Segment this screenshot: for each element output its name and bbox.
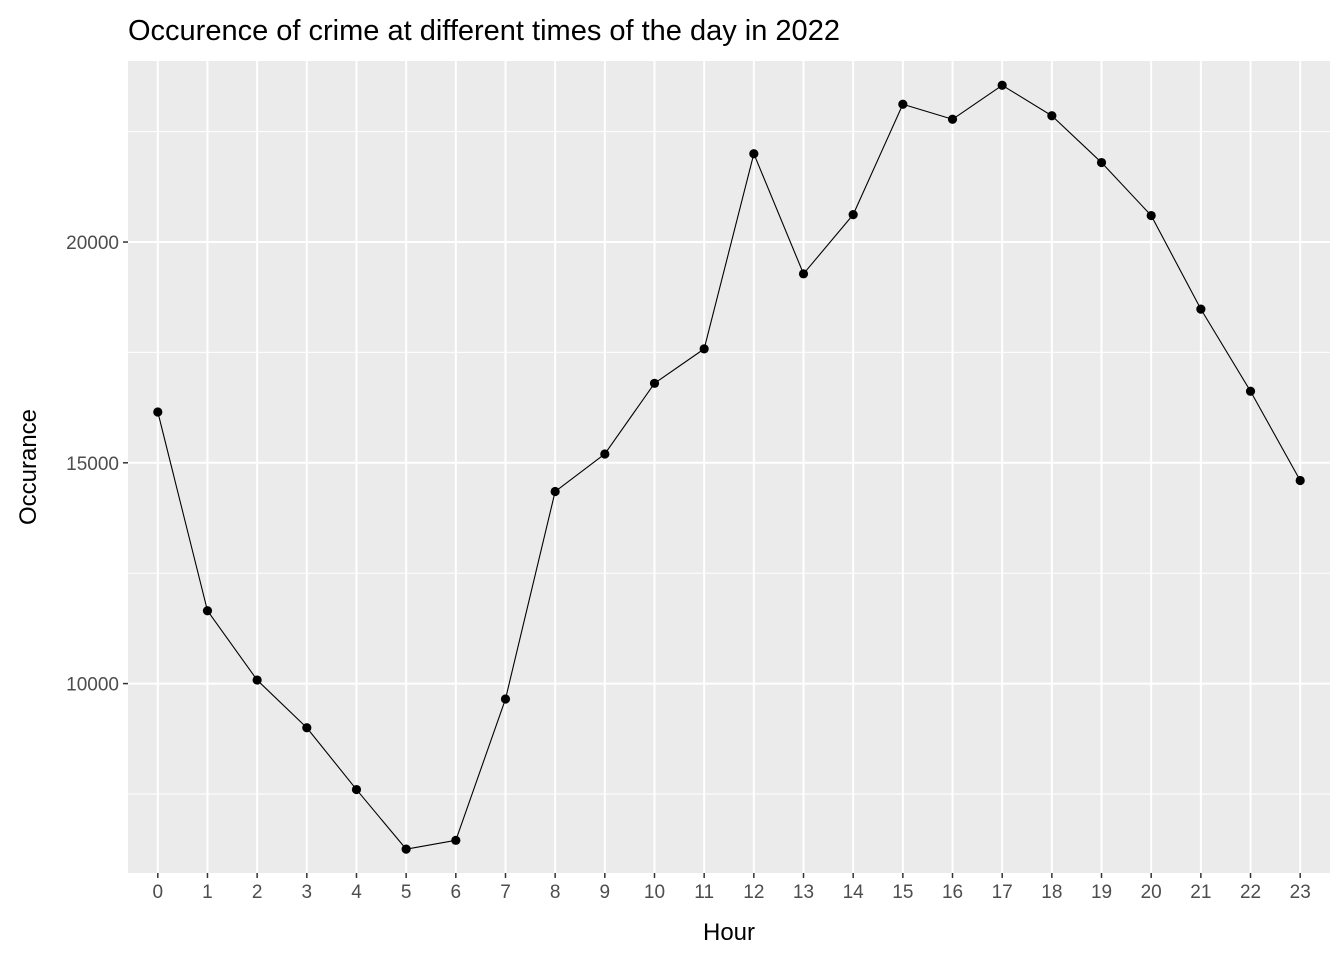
data-point — [1196, 304, 1206, 314]
data-point — [1096, 157, 1107, 168]
x-tick-label: 4 — [351, 882, 362, 903]
y-axis-title: Occurance — [15, 409, 42, 525]
x-tick-label: 18 — [1041, 882, 1062, 903]
x-tick-label: 19 — [1091, 882, 1112, 903]
data-point — [1047, 111, 1057, 121]
x-tick-label: 2 — [252, 882, 263, 903]
x-tick-label: 20 — [1141, 882, 1162, 903]
x-tick-label: 13 — [793, 882, 814, 903]
data-point — [351, 784, 362, 795]
data-point — [848, 210, 858, 220]
series-line-segment — [207, 610, 258, 681]
x-tick-label: 21 — [1190, 882, 1211, 903]
data-point — [401, 844, 411, 854]
series-line-segment — [604, 383, 655, 455]
x-axis-title: Hour — [703, 919, 755, 946]
series-line-segment — [753, 153, 805, 275]
data-point — [1245, 386, 1256, 396]
series-layer — [157, 84, 1301, 850]
x-tick-label: 12 — [743, 882, 764, 903]
data-points — [153, 80, 1305, 854]
series-line-segment — [406, 839, 456, 850]
series-line-segment — [455, 698, 507, 841]
series-line-segment — [803, 214, 854, 275]
x-tick-label: 9 — [600, 882, 611, 903]
x-tick-label: 15 — [892, 882, 913, 903]
x-tick-label: 23 — [1290, 882, 1311, 903]
series-line-segment — [952, 84, 1003, 120]
data-point — [302, 723, 312, 733]
series-line-segment — [852, 104, 904, 215]
series-line-segment — [256, 679, 308, 729]
data-point — [699, 344, 709, 354]
series-line-segment — [1200, 308, 1251, 392]
major-gridlines — [128, 61, 1330, 873]
data-point — [500, 694, 511, 704]
y-axis-ticks: 10000 15000 20000 — [66, 233, 128, 696]
data-point — [947, 114, 958, 124]
y-tick-label: 10000 — [66, 675, 119, 696]
series-line-segment — [504, 491, 556, 700]
data-point — [252, 675, 262, 685]
series-line-segment — [1051, 115, 1102, 163]
data-point — [202, 606, 213, 616]
x-tick-label: 11 — [694, 882, 714, 903]
series-line-segment — [1101, 162, 1152, 216]
data-point — [1146, 210, 1156, 221]
data-point — [550, 486, 560, 497]
data-point — [798, 269, 809, 279]
series-line-segment — [902, 103, 953, 120]
data-point — [153, 407, 163, 417]
x-tick-label: 3 — [302, 882, 313, 903]
data-point — [1295, 475, 1305, 486]
series-line-segment — [703, 153, 755, 350]
series-line-segment — [356, 789, 407, 850]
plot-panel — [128, 61, 1330, 873]
data-point — [451, 835, 461, 845]
x-tick-label: 22 — [1240, 882, 1261, 903]
data-point — [898, 99, 908, 109]
x-tick-label: 1 — [202, 882, 213, 903]
data-point — [997, 80, 1007, 90]
x-tick-label: 8 — [550, 882, 561, 903]
x-tick-label: 17 — [992, 882, 1013, 903]
x-tick-label: 10 — [644, 882, 665, 903]
series-line-segment — [1001, 84, 1053, 117]
x-tick-label: 6 — [451, 882, 462, 903]
series-line-segment — [1150, 215, 1202, 310]
x-tick-label: 5 — [401, 882, 412, 903]
series-line-segment — [1250, 391, 1301, 481]
series-line-segment — [306, 727, 357, 790]
x-tick-label: 14 — [843, 882, 865, 903]
x-tick-label: 0 — [153, 882, 164, 903]
x-axis-ticks: 0 1 2 3 4 5 6 7 8 9 10 11 12 13 14 15 16 17 18 19 20 21 22 23 — [153, 873, 1311, 903]
data-point — [600, 449, 610, 459]
x-tick-label: 7 — [500, 882, 511, 903]
x-tick-label: 16 — [942, 882, 963, 903]
series-line-segment — [654, 348, 705, 384]
y-tick-label: 15000 — [66, 454, 119, 475]
data-point — [749, 149, 759, 159]
minor-gridlines — [128, 131, 1330, 795]
series-line-segment — [554, 453, 606, 492]
series-line-segment — [157, 411, 209, 611]
chart-title: Occurence of crime at different times of… — [128, 15, 840, 47]
y-tick-label: 20000 — [66, 233, 119, 254]
data-point — [649, 378, 660, 388]
